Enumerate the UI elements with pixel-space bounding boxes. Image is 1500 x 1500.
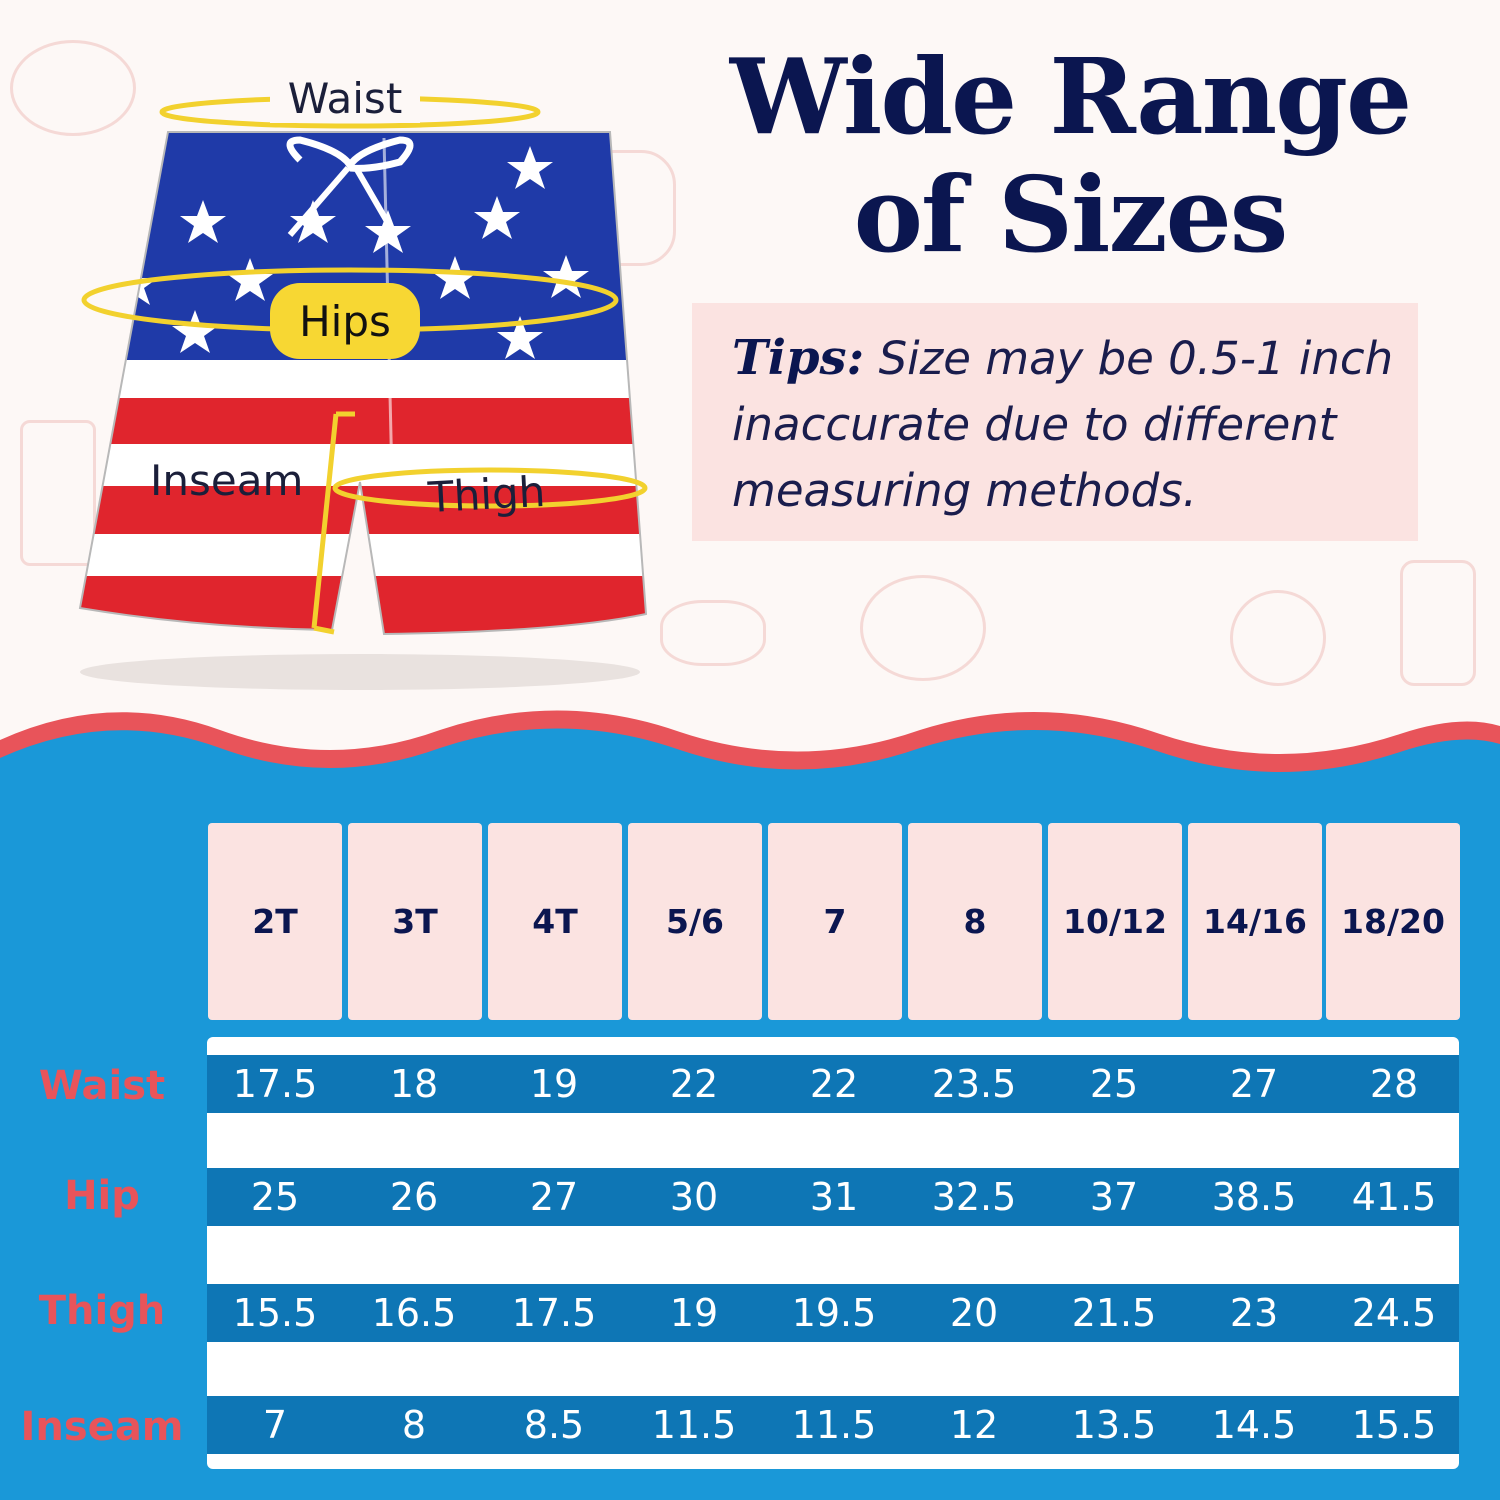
row-label-inseam: Inseam (20, 1404, 184, 1450)
doodle-decoration (10, 40, 136, 136)
table-cell: 19.5 (791, 1291, 877, 1335)
table-cell: 17.5 (511, 1291, 597, 1335)
doodle-decoration (20, 420, 96, 566)
table-cell: 19 (529, 1062, 579, 1106)
shorts-illustration (78, 95, 648, 690)
size-header-cell: 14/16 (1188, 823, 1322, 1020)
title-line-2: of Sizes (853, 153, 1289, 276)
table-cell: 32.5 (931, 1175, 1017, 1219)
table-cell: 19 (669, 1291, 719, 1335)
title-line-1: Wide Range (729, 35, 1412, 158)
table-cell: 22 (669, 1062, 719, 1106)
page-title: Wide Range of Sizes (690, 38, 1450, 274)
table-cell: 8 (401, 1403, 427, 1447)
table-cell: 8.5 (523, 1403, 585, 1447)
table-cell: 31 (809, 1175, 859, 1219)
table-cell: 16.5 (371, 1291, 457, 1335)
table-row-band (207, 1284, 1459, 1342)
table-cell: 13.5 (1071, 1403, 1157, 1447)
thigh-diagram-label: Thigh (426, 466, 547, 523)
table-cell: 25 (250, 1175, 300, 1219)
table-cell: 26 (389, 1175, 439, 1219)
table-cell: 28 (1369, 1062, 1419, 1106)
inseam-diagram-label: Inseam (150, 456, 304, 505)
table-cell: 17.5 (232, 1062, 318, 1106)
table-cell: 7 (262, 1403, 288, 1447)
size-header-cell: 5/6 (628, 823, 762, 1020)
table-cell: 24.5 (1351, 1291, 1437, 1335)
table-cell: 15.5 (1351, 1403, 1437, 1447)
table-cell: 38.5 (1211, 1175, 1297, 1219)
table-cell: 41.5 (1351, 1175, 1437, 1219)
tips-text: Size may be 0.5-1 inch inaccurate due to… (732, 332, 1394, 517)
tips-label: Tips: (732, 330, 865, 386)
table-cell: 11.5 (651, 1403, 737, 1447)
row-label-waist: Waist (38, 1063, 166, 1109)
size-header-cell: 8 (908, 823, 1042, 1020)
size-header-cell: 3T (348, 823, 482, 1020)
table-cell: 23 (1229, 1291, 1279, 1335)
table-cell: 21.5 (1071, 1291, 1157, 1335)
table-cell: 27 (529, 1175, 579, 1219)
doodle-decoration (1230, 590, 1326, 686)
row-label-hip: Hip (64, 1173, 140, 1219)
table-cell: 37 (1089, 1175, 1139, 1219)
size-header-cell: 7 (768, 823, 902, 1020)
table-cell: 27 (1229, 1062, 1279, 1106)
doodle-decoration (1400, 560, 1476, 686)
size-header-cell: 10/12 (1048, 823, 1182, 1020)
waist-diagram-label: Waist (270, 74, 420, 123)
tips-box: Tips: Size may be 0.5-1 inch inaccurate … (692, 303, 1418, 541)
table-row-band (207, 1168, 1459, 1226)
top-section: Waist Hips Inseam Thigh Wide Range of Si… (10, 37, 1476, 690)
row-label-thigh: Thigh (38, 1288, 166, 1334)
table-cell: 30 (669, 1175, 719, 1219)
table-cell: 11.5 (791, 1403, 877, 1447)
table-row-band (207, 1055, 1459, 1113)
table-cell: 18 (389, 1062, 439, 1106)
table-cell: 14.5 (1211, 1403, 1297, 1447)
hips-diagram-label: Hips (270, 283, 420, 359)
table-cell: 25 (1089, 1062, 1139, 1106)
doodle-decoration (660, 600, 766, 666)
size-header-cell: 2T (208, 823, 342, 1020)
table-cell: 22 (809, 1062, 859, 1106)
doodle-decoration (860, 575, 986, 681)
size-header-cell: 4T (488, 823, 622, 1020)
table-cell: 23.5 (931, 1062, 1017, 1106)
table-cell: 20 (949, 1291, 999, 1335)
table-cell: 12 (949, 1403, 999, 1447)
size-header-cell: 18/20 (1326, 823, 1460, 1020)
table-row-band (207, 1396, 1459, 1454)
table-cell: 15.5 (232, 1291, 318, 1335)
